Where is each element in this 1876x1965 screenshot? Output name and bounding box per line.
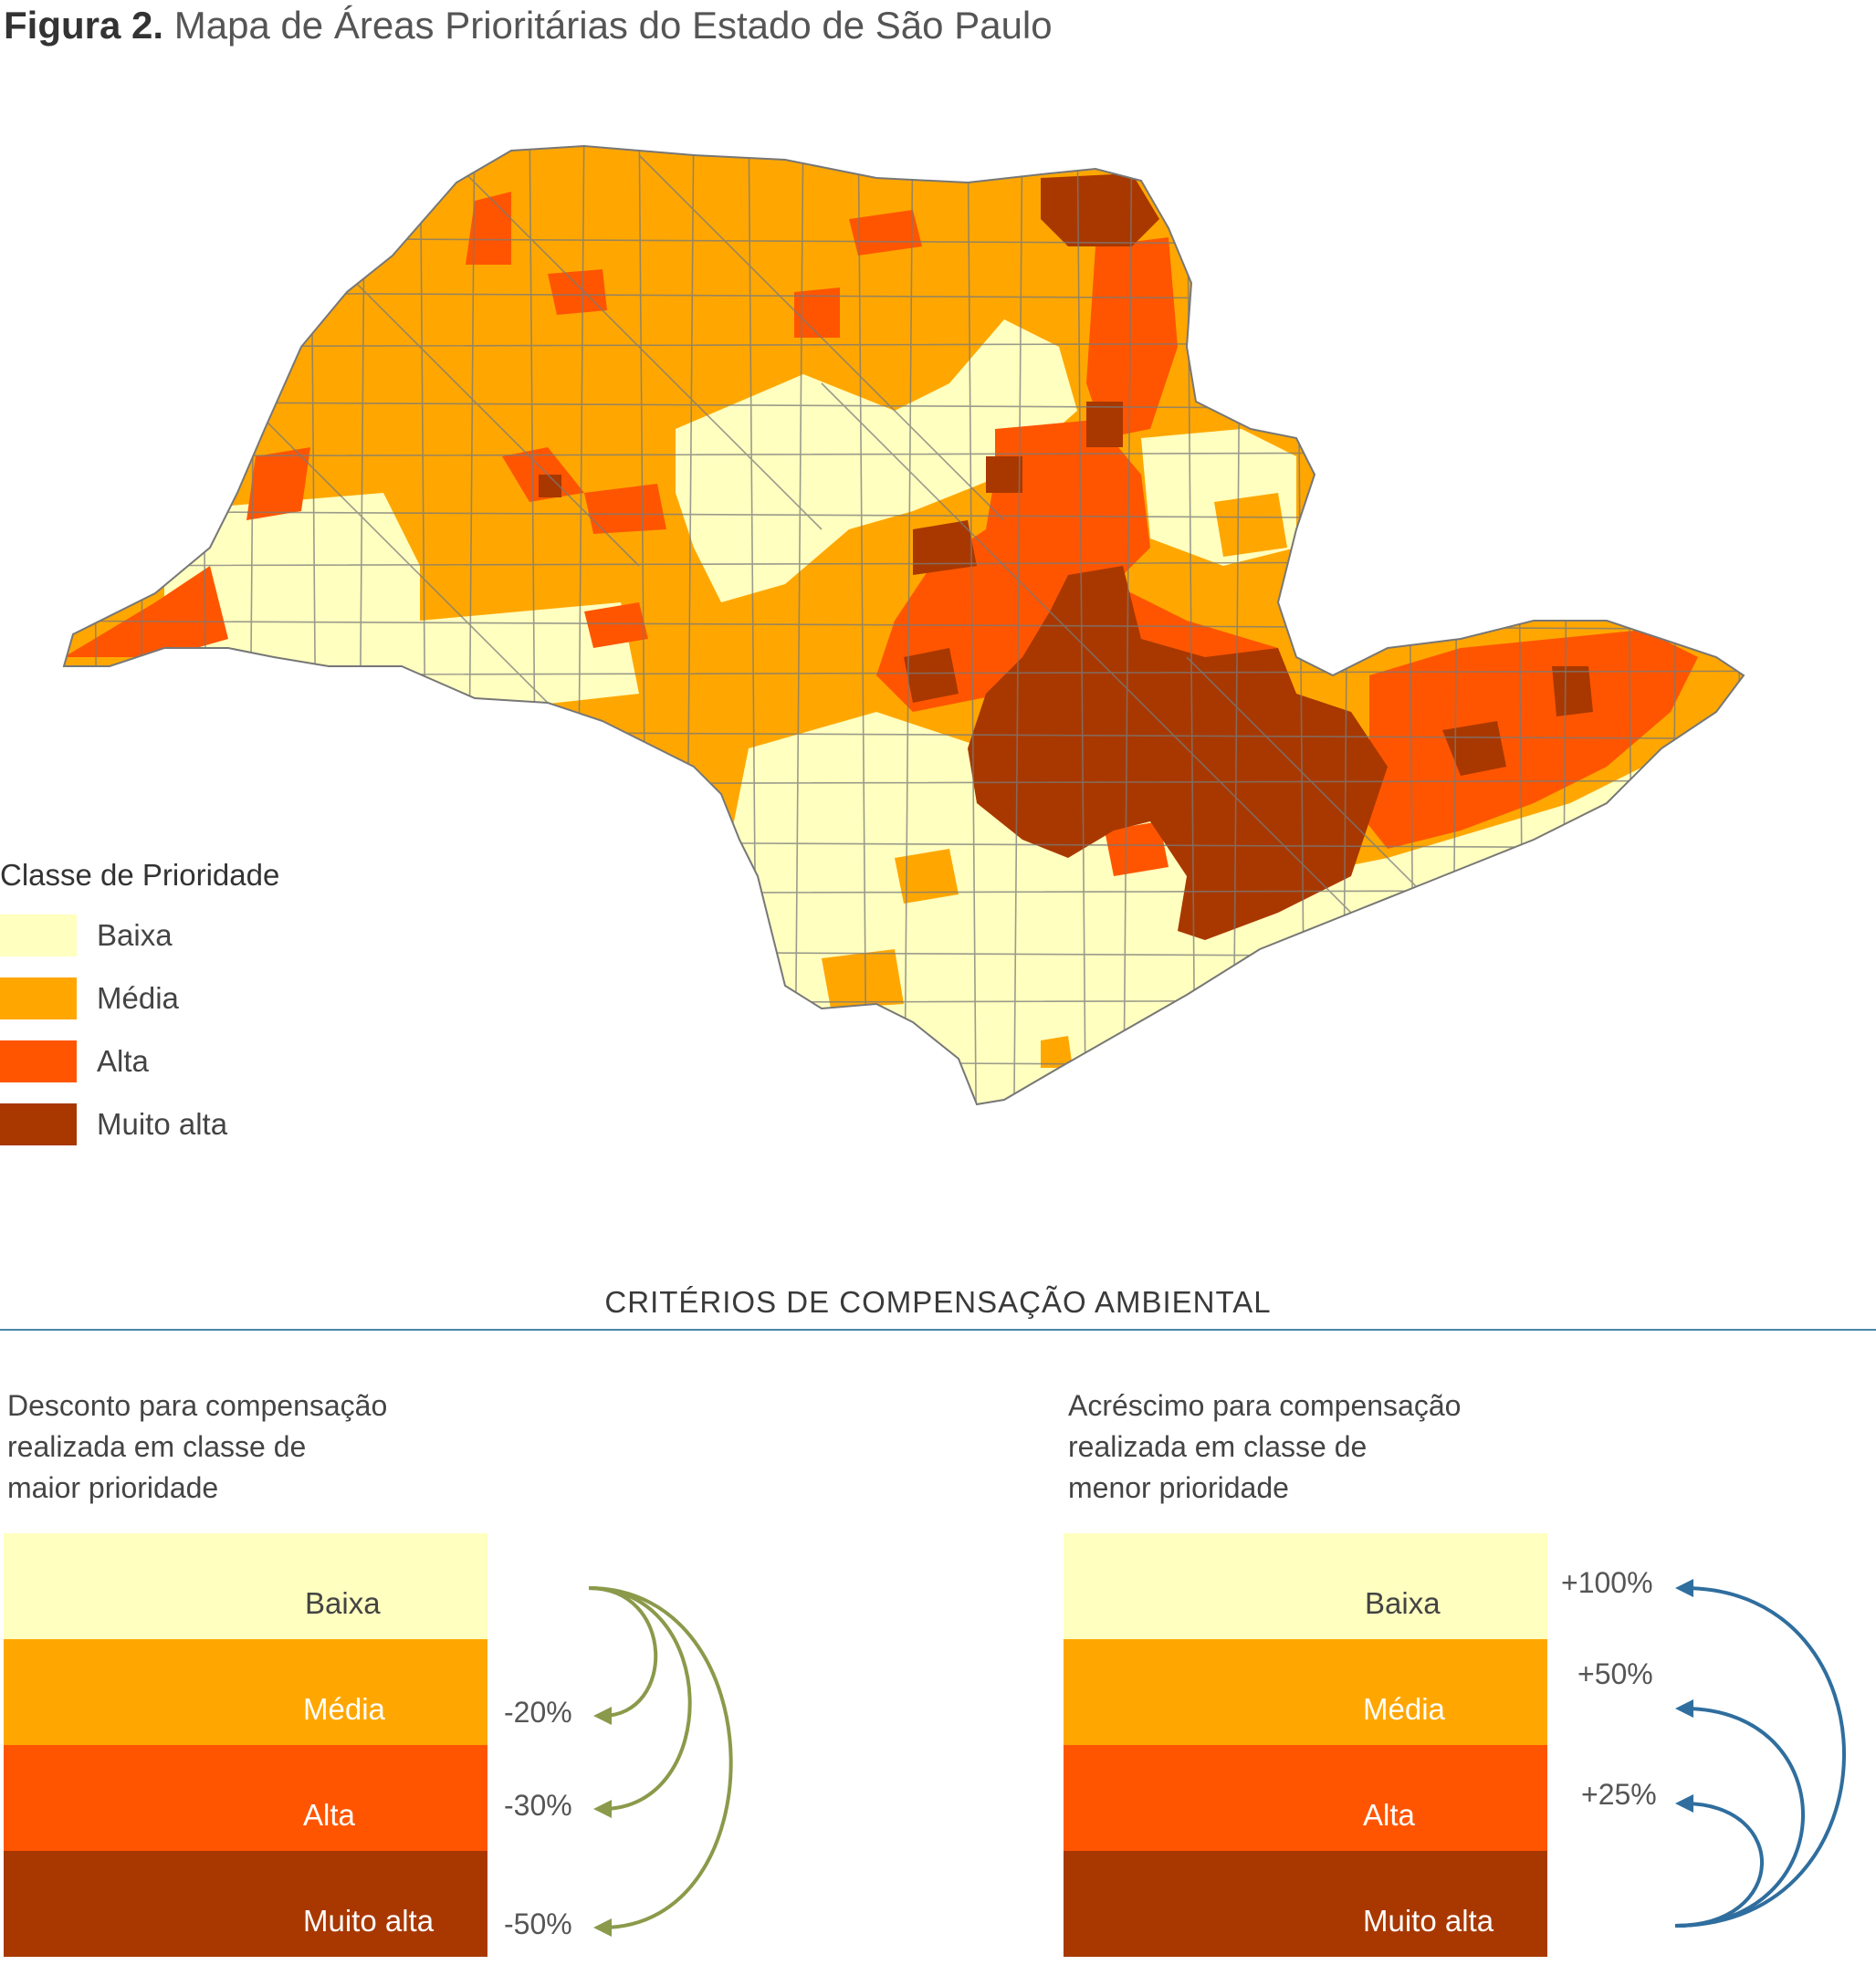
- right-caption: Acréscimo para compensação realizada em …: [1068, 1385, 1543, 1509]
- legend-swatch-alta: [0, 1040, 77, 1082]
- arrow-right-alta: [1674, 1794, 1764, 1928]
- legend-swatch-media: [0, 977, 77, 1019]
- right-caption-line: realizada em classe de: [1068, 1430, 1368, 1463]
- band-label: Média: [303, 1692, 385, 1726]
- right-pct-media: +50%: [1577, 1657, 1653, 1690]
- left-pct-alta: -30%: [504, 1789, 572, 1822]
- left-caption-line: realizada em classe de: [7, 1430, 307, 1463]
- left-arrows: [588, 1586, 733, 1937]
- right-caption-line: Acréscimo para compensação: [1068, 1389, 1462, 1422]
- band-label: Alta: [303, 1798, 355, 1832]
- figure-title-text: Mapa de Áreas Prioritárias do Estado de …: [173, 4, 1053, 47]
- priority-map: [62, 144, 1745, 1106]
- legend-swatch-muito-alta: [0, 1103, 77, 1145]
- arrow-left-muito-alta: [588, 1586, 733, 1937]
- arrow-right-baixa: [1674, 1579, 1846, 1928]
- band-label: Muito alta: [1363, 1904, 1494, 1938]
- figure-title: Figura 2. Mapa de Áreas Prioritárias do …: [4, 4, 1053, 47]
- right-band-baixa: Baixa: [1064, 1533, 1547, 1639]
- right-pct-baixa: +100%: [1561, 1566, 1653, 1599]
- legend-label: Baixa: [97, 917, 173, 952]
- left-caption-line: Desconto para compensação: [7, 1389, 388, 1422]
- right-pct-alta: +25%: [1581, 1778, 1657, 1811]
- band-label: Muito alta: [303, 1904, 435, 1938]
- figure-label: Figura 2.: [4, 4, 164, 47]
- right-arrows: [1674, 1579, 1846, 1928]
- left-caption-line: maior prioridade: [7, 1471, 219, 1504]
- arrow-left-media: [588, 1586, 658, 1725]
- right-band-media: Média: [1064, 1639, 1547, 1745]
- legend-label: Muito alta: [97, 1106, 228, 1141]
- legend-label: Alta: [97, 1043, 149, 1078]
- section-divider: [0, 1329, 1876, 1331]
- band-label: Alta: [1363, 1798, 1415, 1832]
- left-caption: Desconto para compensação realizada em c…: [7, 1385, 482, 1509]
- legend-title: Classe de Prioridade: [0, 858, 280, 892]
- left-pct-media: -20%: [504, 1696, 572, 1729]
- legend-item-alta: Alta: [0, 1030, 279, 1092]
- left-band-media: Média: [4, 1639, 487, 1745]
- right-band-alta: Alta: [1064, 1745, 1547, 1851]
- left-pct-muito-alta: -50%: [504, 1908, 572, 1940]
- arrow-left-alta: [588, 1586, 692, 1818]
- left-band-baixa: Baixa: [4, 1533, 487, 1639]
- legend-label: Média: [97, 980, 179, 1015]
- band-label: Média: [1363, 1692, 1445, 1726]
- right-caption-line: menor prioridade: [1068, 1471, 1289, 1504]
- band-label: Baixa: [1365, 1586, 1441, 1620]
- section-title: CRITÉRIOS DE COMPENSAÇÃO AMBIENTAL: [604, 1285, 1272, 1319]
- left-band-muito-alta: Muito alta: [4, 1851, 487, 1957]
- legend-item-baixa: Baixa: [0, 904, 279, 967]
- legend-item-media: Média: [0, 967, 279, 1030]
- arrow-right-media: [1674, 1699, 1805, 1928]
- band-label: Baixa: [305, 1586, 381, 1620]
- legend-swatch-baixa: [0, 914, 77, 956]
- legend-item-muito-alta: Muito alta: [0, 1092, 279, 1155]
- right-band-muito-alta: Muito alta: [1064, 1851, 1547, 1957]
- left-band-alta: Alta: [4, 1745, 487, 1851]
- map-legend: Classe de Prioridade Baixa Média Alta Mu…: [0, 858, 279, 1155]
